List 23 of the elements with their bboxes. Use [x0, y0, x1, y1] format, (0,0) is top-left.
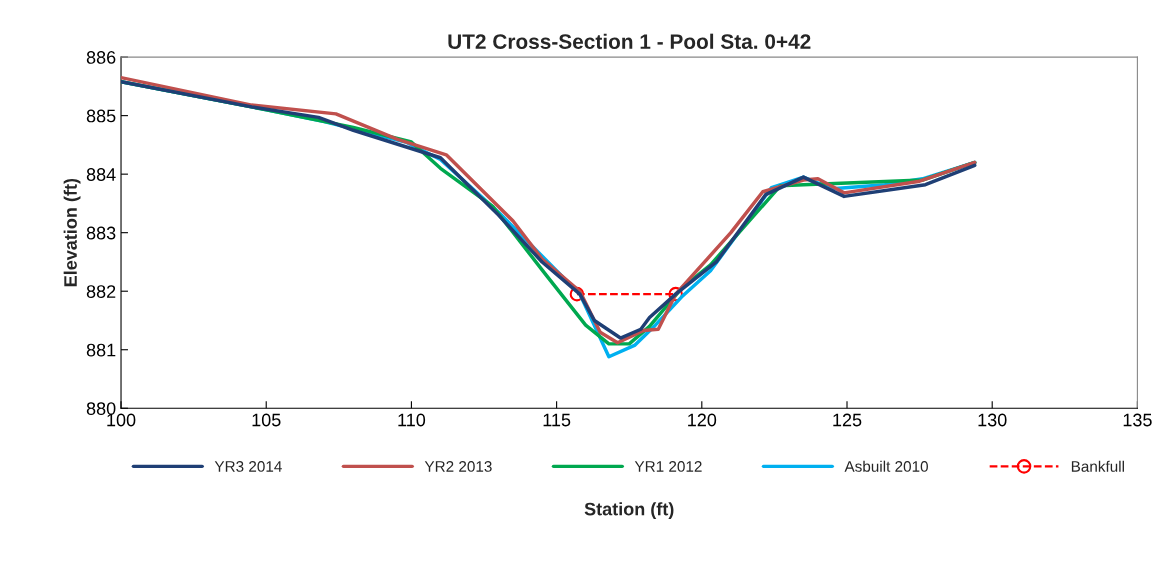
y-tick-label: 880 — [86, 402, 116, 415]
legend-label: Asbuilt 2010 — [844, 460, 928, 472]
x-tick-label: 100 — [107, 413, 136, 427]
y-axis-title: Elevation (ft) — [63, 178, 81, 287]
x-tick-label: 110 — [398, 413, 426, 427]
x-tick-label: 120 — [688, 413, 717, 427]
legend-label: Bankfull — [1071, 460, 1124, 472]
legend-label: YR1 2012 — [634, 461, 702, 472]
legend-label: YR2 2013 — [424, 461, 492, 472]
x-tick-label: 130 — [978, 413, 1007, 427]
y-tick-label: 881 — [86, 343, 116, 357]
x-tick-label: 135 — [1123, 413, 1152, 427]
y-tick-label: 885 — [86, 109, 116, 123]
y-tick-label: 882 — [86, 285, 116, 298]
y-tick-label: 884 — [86, 168, 116, 181]
y-tick-label: 886 — [86, 51, 116, 64]
chart-title: UT2 Cross-Section 1 - Pool Sta. 0+42 — [448, 33, 811, 49]
x-tick-label: 125 — [833, 413, 862, 427]
y-tick-label: 883 — [86, 226, 116, 240]
x-axis-title: Station (ft) — [584, 502, 674, 520]
x-tick-label: 105 — [252, 413, 281, 427]
x-tick-label: 115 — [543, 413, 571, 427]
legend-label: YR3 2014 — [214, 461, 282, 472]
